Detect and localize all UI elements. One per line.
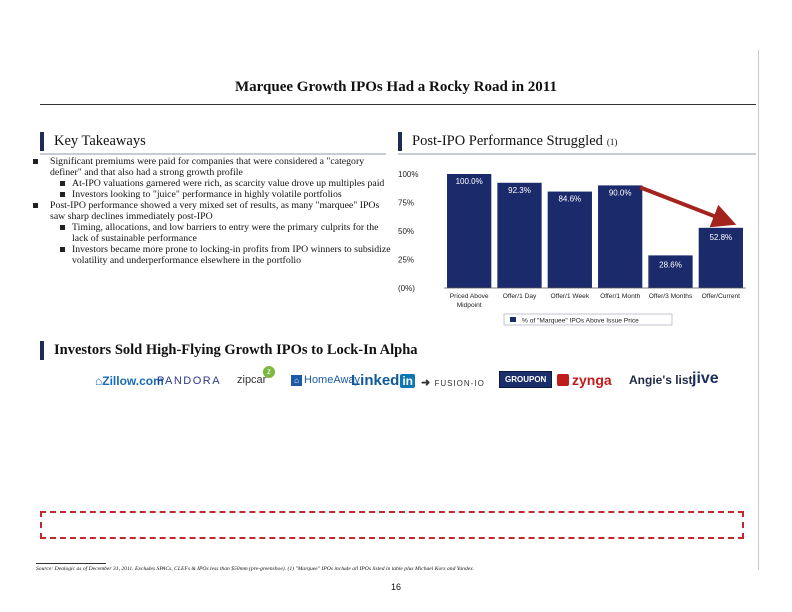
x-tick-label: Offer/1 Day (503, 293, 537, 300)
linkedin-logo-text: Linked (351, 372, 400, 389)
y-tick-label: (0%) (398, 284, 415, 293)
homeaway-logo-text: HomeAway (304, 374, 361, 386)
groupon-logo: GROUPON (499, 371, 553, 388)
key-takeaways-rule (40, 153, 386, 155)
zynga-dog-icon (557, 374, 569, 386)
x-tick-label: Priced Above (450, 293, 489, 300)
fusion-io-logo-text: FUSION-IO (434, 379, 485, 388)
takeaway-item: Post-IPO performance showed a very mixed… (30, 200, 392, 222)
footnote-divider (36, 563, 106, 564)
trend-arrow (639, 185, 737, 228)
legend-swatch (510, 317, 516, 322)
jive-logo: jive (692, 370, 719, 387)
bar-data-label: 28.6% (659, 260, 682, 269)
fusion-io-logo: ➜ FUSION-IO (421, 376, 485, 389)
key-takeaways-heading: Key Takeaways (40, 132, 146, 151)
zipcar-badge-icon: z (263, 366, 275, 378)
company-logos: ⌂Zillow.com PANDORA zipcar z ⌂ HomeAway L… (95, 366, 735, 396)
heading-accent-bar (398, 132, 402, 151)
linkedin-in-box: in (400, 374, 416, 388)
legend-label: % of "Marquee" IPOs Above Issue Price (522, 318, 639, 325)
chart-canvas: 100% 75% 50% 25% (0%) 100.0% 92.3% 84.6% 90.0% 28… (398, 170, 746, 326)
zynga-logo: zynga (557, 372, 612, 388)
performance-rule (398, 153, 756, 155)
bar-data-label: 52.8% (709, 233, 732, 242)
takeaway-subitem: Timing, allocations, and low barriers to… (30, 222, 392, 244)
performance-heading: Post-IPO Performance Struggled (1) (398, 132, 617, 151)
highlight-dashed-box (40, 511, 744, 539)
zipcar-logo: zipcar z (237, 366, 275, 386)
bar-6 (698, 227, 743, 288)
takeaways-list: Significant premiums were paid for compa… (30, 156, 392, 266)
angies-list-logo: Angie's list (629, 373, 693, 387)
performance-heading-label: Post-IPO Performance Struggled (412, 133, 603, 149)
pandora-logo: PANDORA (157, 375, 222, 387)
key-takeaways-label: Key Takeaways (54, 133, 146, 149)
bar-2 (497, 182, 542, 288)
page-right-rule (758, 50, 759, 570)
y-tick-label: 100% (398, 170, 418, 179)
bar-3 (547, 191, 592, 288)
zillow-logo-text: Zillow.com (102, 374, 164, 388)
zillow-house-icon: ⌂ (95, 374, 103, 388)
investors-heading-label: Investors Sold High-Flying Growth IPOs t… (54, 342, 418, 358)
x-tick-label: Offer/Current (702, 293, 741, 300)
heading-accent-bar (40, 132, 44, 151)
investors-heading: Investors Sold High-Flying Growth IPOs t… (40, 341, 418, 360)
y-tick-label: 25% (398, 256, 414, 265)
takeaway-item: Significant premiums were paid for compa… (30, 156, 392, 178)
zipcar-logo-text: zipcar (237, 374, 267, 386)
y-tick-label: 50% (398, 227, 414, 236)
zillow-logo: ⌂Zillow.com (95, 374, 164, 388)
page-number: 16 (390, 582, 401, 592)
zynga-logo-text: zynga (572, 372, 612, 388)
fusion-io-swoosh-icon: ➜ (421, 377, 432, 389)
x-tick-label: Offer/1 Week (551, 293, 590, 300)
homeaway-logo: ⌂ HomeAway (291, 374, 360, 386)
bar-5 (648, 255, 693, 288)
bar-1 (447, 174, 492, 288)
heading-accent-bar (40, 341, 44, 360)
homeaway-house-icon: ⌂ (291, 375, 302, 386)
post-ipo-performance-chart: 100% 75% 50% 25% (0%) 100.0% 92.3% 84.6% 90.0% 28… (396, 160, 756, 332)
performance-footnote-ref: (1) (606, 136, 618, 147)
legend-box (503, 313, 673, 326)
x-tick-label: Midpoint (457, 302, 482, 309)
bar-data-label: 100.0% (456, 177, 483, 186)
source-footnote: Source: Dealogic as of December 31, 2011… (36, 566, 475, 572)
bar-data-label: 92.3% (508, 186, 531, 195)
y-tick-label: 75% (398, 199, 414, 208)
takeaway-subitem: At-IPO valuations garnered were rich, as… (30, 178, 392, 189)
title-divider (40, 104, 756, 105)
bar-data-label: 90.0% (609, 188, 632, 197)
bar-data-label: 84.6% (558, 195, 581, 204)
linkedin-logo: Linked in (351, 372, 416, 389)
x-tick-label: Offer/3 Months (649, 293, 693, 300)
page-title: Marquee Growth IPOs Had a Rocky Road in … (235, 79, 557, 95)
takeaway-subitem: Investors became more prone to locking-i… (30, 244, 392, 266)
bar-4 (598, 185, 643, 288)
takeaway-subitem: Investors looking to "juice" performance… (30, 189, 392, 200)
x-tick-label: Offer/1 Month (600, 293, 641, 300)
